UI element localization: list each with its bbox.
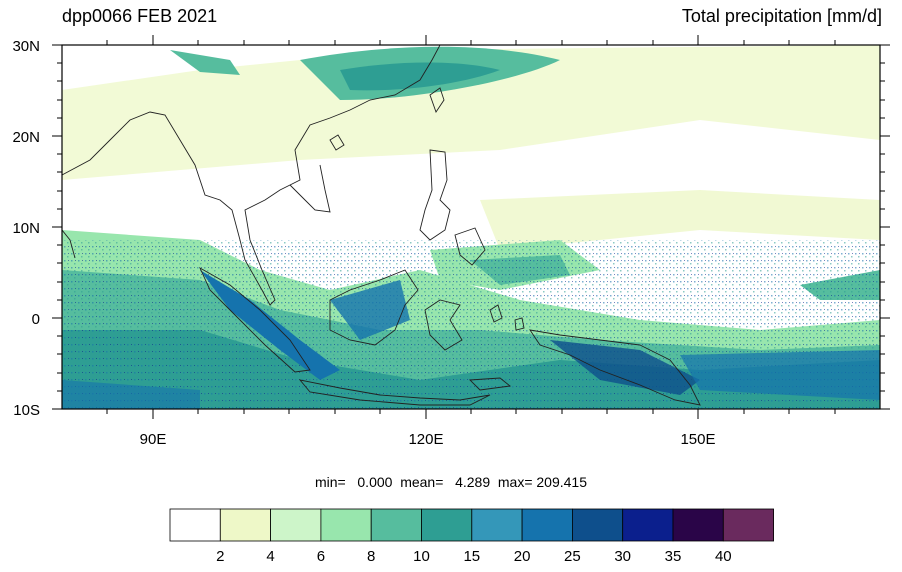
color-legend: 2 4 6 8 10 15 20 25 30 35 40 (169, 508, 774, 565)
legend-tick-label: 35 (665, 548, 682, 565)
lat-label-20n: 20N (12, 129, 40, 146)
legend-tick-label: 2 (216, 548, 224, 565)
lat-label-30n: 30N (12, 38, 40, 55)
legend-swatch (572, 508, 624, 542)
lon-label-150e: 150E (680, 431, 715, 448)
map-title: dpp0066 FEB 2021 (62, 6, 218, 26)
legend-swatch (722, 508, 774, 542)
precip-field (62, 45, 880, 409)
legend-tick-label: 15 (463, 548, 480, 565)
legend-tick-label: 30 (614, 548, 631, 565)
legend-swatch (672, 508, 724, 542)
precipitation-map: 30N 20N 10N 0 10S 90E 120E 150E (12, 35, 890, 448)
legend-swatch (320, 508, 372, 542)
legend-swatch (370, 508, 422, 542)
legend-swatch (219, 508, 272, 542)
legend-tick-label: 6 (317, 548, 325, 565)
lon-label-90e: 90E (140, 431, 167, 448)
field-statistics: min= 0.000 mean= 4.289 max= 209.415 (314, 474, 587, 490)
legend-swatch (471, 508, 523, 542)
lat-label-10s: 10S (13, 402, 40, 419)
legend-swatch (421, 508, 473, 542)
legend-swatch (622, 508, 674, 542)
legend-tick-label: 20 (514, 548, 531, 565)
legend-tick-labels: 2 4 6 8 10 15 20 25 30 35 40 (216, 548, 732, 565)
legend-swatch (521, 508, 573, 542)
lat-label-10n: 10N (12, 220, 40, 237)
lon-label-120e: 120E (408, 431, 443, 448)
legend-swatch (270, 508, 322, 542)
legend-tick-label: 8 (367, 548, 375, 565)
legend-tick-label: 4 (266, 548, 274, 565)
legend-swatch (169, 508, 221, 542)
variable-title: Total precipitation [mm/d] (681, 6, 882, 26)
legend-swatches (169, 508, 774, 542)
legend-tick-label: 40 (715, 548, 732, 565)
axis-ticks (52, 35, 890, 419)
coastlines (62, 45, 701, 406)
legend-tick-label: 10 (413, 548, 430, 565)
lat-label-0: 0 (32, 311, 40, 328)
legend-tick-label: 25 (564, 548, 581, 565)
